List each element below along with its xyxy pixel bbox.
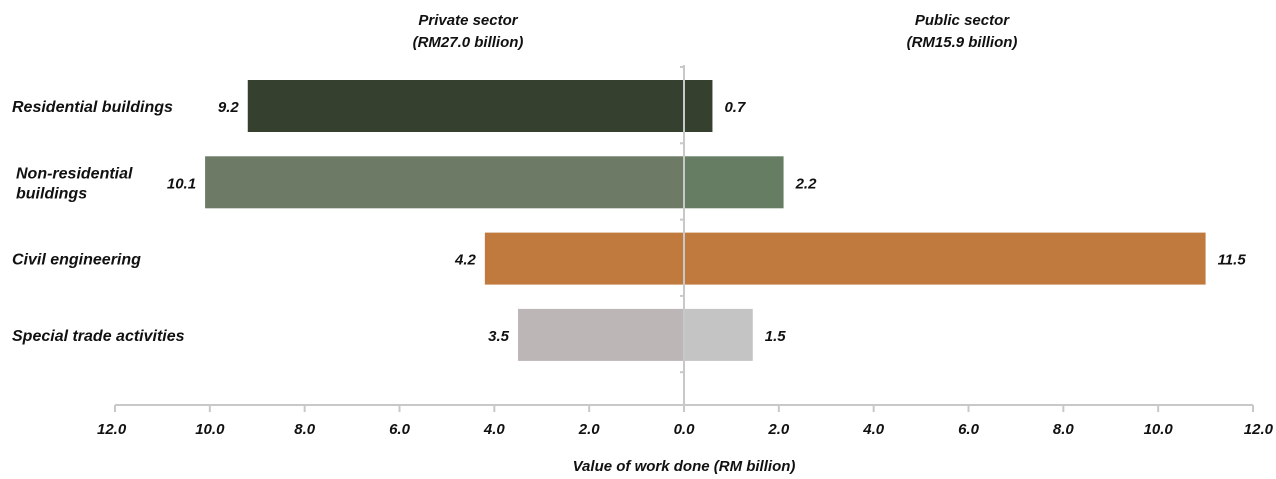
x-tick-label-9: 4.0 [862, 421, 885, 438]
private-value-label-4: 3.5 [488, 328, 510, 345]
public-bar-3 [684, 232, 1206, 285]
x-tick-label-2: 10.0 [195, 421, 225, 438]
x-tick-label-13: 12.0 [1244, 421, 1274, 438]
labels-group: 9.2 0.7 Residential buildings 10.1 2.2 Non-re… [12, 12, 1274, 475]
axes-group [114, 65, 1254, 412]
x-tick-label-11: 8.0 [1053, 421, 1075, 438]
bars-group [205, 80, 1206, 361]
private-bar-3 [484, 232, 684, 285]
x-axis-title: Value of work done (RM billion) [573, 458, 796, 475]
public-bar-1 [684, 80, 713, 132]
category-label-2-line-2: buildings [16, 185, 87, 202]
x-tick-label-7: 0.0 [674, 421, 696, 438]
private-bar-4 [518, 308, 684, 361]
public-bar-4 [684, 308, 753, 361]
x-tick-label-6: 2.0 [578, 421, 601, 438]
private-value-label-1: 9.2 [218, 99, 240, 116]
public-bar-2 [684, 156, 784, 209]
x-tick-label-3: 8.0 [294, 421, 316, 438]
category-label-2-line-1: Non-residential [16, 165, 133, 182]
category-label-1: Residential buildings [12, 99, 173, 116]
x-tick-label-8: 2.0 [767, 421, 790, 438]
x-tick-label-10: 6.0 [958, 421, 980, 438]
private-value-label-3: 4.2 [454, 252, 477, 269]
public-value-label-1: 0.7 [724, 99, 746, 116]
private-bar-2 [205, 156, 684, 209]
category-label-4: Special trade activities [12, 328, 185, 345]
x-tick-label-5: 4.0 [483, 421, 506, 438]
public-sector-title: Public sector [915, 12, 1010, 29]
private-bar-1 [247, 80, 684, 132]
category-label-3: Civil engineering [12, 252, 141, 269]
x-tick-label-12: 10.0 [1144, 421, 1174, 438]
private-sector-subtitle: (RM27.0 billion) [413, 34, 524, 51]
x-tick-label-1: 12.0 [97, 421, 127, 438]
public-sector-subtitle: (RM15.9 billion) [907, 34, 1018, 51]
public-value-label-4: 1.5 [765, 328, 787, 345]
private-sector-title: Private sector [418, 12, 518, 29]
private-value-label-2: 10.1 [167, 175, 196, 192]
public-value-label-3: 11.5 [1218, 252, 1247, 269]
x-tick-label-4: 6.0 [389, 421, 411, 438]
public-value-label-2: 2.2 [795, 175, 818, 192]
